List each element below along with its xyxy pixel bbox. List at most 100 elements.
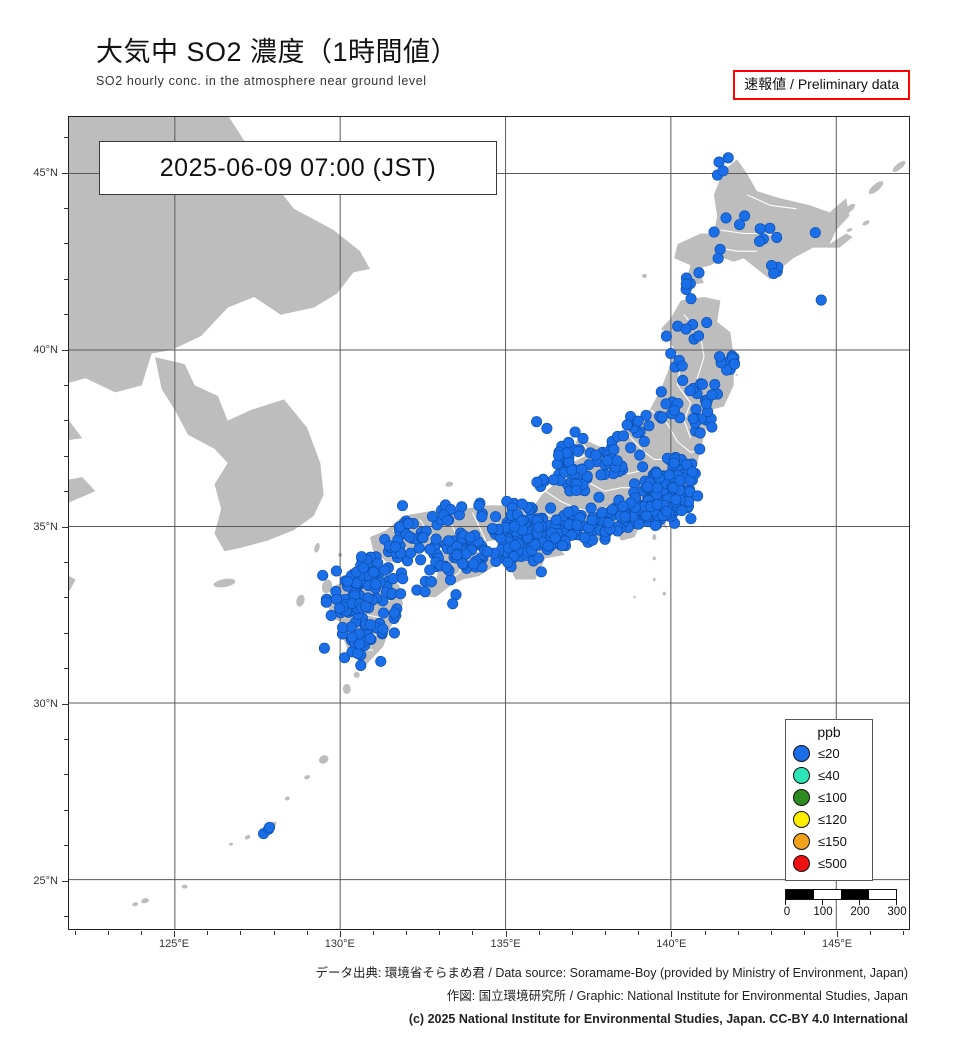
station-marker[interactable] bbox=[535, 566, 547, 578]
station-marker[interactable] bbox=[651, 499, 663, 511]
station-marker[interactable] bbox=[464, 531, 476, 543]
station-marker[interactable] bbox=[617, 500, 629, 512]
station-marker[interactable] bbox=[643, 420, 655, 432]
station-marker[interactable] bbox=[417, 532, 429, 544]
station-marker[interactable] bbox=[545, 502, 557, 514]
station-marker[interactable] bbox=[350, 577, 363, 589]
station-marker[interactable] bbox=[694, 427, 706, 439]
legend-item[interactable]: ≤500 bbox=[786, 853, 872, 875]
station-marker[interactable] bbox=[696, 378, 708, 390]
station-marker[interactable] bbox=[378, 607, 390, 619]
station-marker[interactable] bbox=[379, 564, 391, 576]
station-marker[interactable] bbox=[680, 278, 692, 290]
station-marker[interactable] bbox=[809, 227, 821, 239]
station-marker[interactable] bbox=[457, 558, 469, 570]
station-marker[interactable] bbox=[585, 502, 597, 514]
station-marker[interactable] bbox=[502, 556, 514, 568]
station-marker[interactable] bbox=[649, 519, 661, 532]
station-marker[interactable] bbox=[576, 463, 588, 475]
station-marker[interactable] bbox=[263, 821, 276, 833]
station-marker[interactable] bbox=[473, 499, 485, 511]
station-marker[interactable] bbox=[531, 416, 543, 428]
station-marker[interactable] bbox=[355, 659, 367, 671]
station-marker[interactable] bbox=[722, 152, 734, 164]
station-marker[interactable] bbox=[676, 505, 688, 517]
station-marker[interactable] bbox=[660, 330, 672, 342]
station-marker[interactable] bbox=[532, 552, 544, 564]
station-marker[interactable] bbox=[733, 219, 746, 231]
station-marker[interactable] bbox=[637, 461, 649, 473]
station-marker[interactable] bbox=[562, 506, 574, 518]
station-marker[interactable] bbox=[656, 411, 668, 423]
station-marker[interactable] bbox=[550, 514, 562, 526]
station-marker[interactable] bbox=[490, 511, 502, 523]
station-marker[interactable] bbox=[578, 532, 591, 544]
station-marker[interactable] bbox=[693, 267, 705, 279]
station-marker[interactable] bbox=[440, 561, 453, 573]
station-marker[interactable] bbox=[367, 566, 379, 578]
station-marker[interactable] bbox=[586, 514, 598, 526]
station-marker[interactable] bbox=[357, 562, 369, 574]
station-marker[interactable] bbox=[570, 484, 582, 497]
station-marker[interactable] bbox=[377, 623, 389, 635]
station-marker[interactable] bbox=[370, 578, 382, 590]
station-marker[interactable] bbox=[339, 652, 351, 664]
legend-item[interactable]: ≤100 bbox=[786, 787, 872, 809]
station-marker[interactable] bbox=[706, 421, 718, 433]
station-marker[interactable] bbox=[531, 476, 543, 488]
station-marker[interactable] bbox=[694, 443, 706, 455]
station-marker[interactable] bbox=[700, 398, 712, 410]
station-marker[interactable] bbox=[346, 631, 358, 643]
station-marker[interactable] bbox=[712, 252, 724, 264]
station-marker[interactable] bbox=[516, 498, 528, 510]
station-marker[interactable] bbox=[686, 466, 698, 478]
station-marker[interactable] bbox=[764, 222, 776, 234]
station-marker[interactable] bbox=[360, 600, 372, 613]
station-marker[interactable] bbox=[641, 481, 654, 493]
station-marker[interactable] bbox=[424, 543, 436, 555]
station-marker[interactable] bbox=[660, 398, 672, 410]
station-marker[interactable] bbox=[486, 522, 498, 535]
station-marker[interactable] bbox=[447, 598, 459, 610]
station-marker[interactable] bbox=[693, 330, 705, 342]
station-marker[interactable] bbox=[720, 212, 732, 224]
station-marker[interactable] bbox=[680, 323, 692, 335]
station-marker[interactable] bbox=[403, 531, 416, 543]
station-marker[interactable] bbox=[667, 482, 679, 494]
station-marker[interactable] bbox=[663, 469, 675, 481]
station-marker[interactable] bbox=[542, 540, 554, 552]
station-marker[interactable] bbox=[768, 267, 780, 279]
station-marker[interactable] bbox=[611, 455, 623, 467]
station-marker[interactable] bbox=[651, 482, 663, 494]
station-marker[interactable] bbox=[456, 501, 468, 513]
station-marker[interactable] bbox=[425, 576, 437, 588]
station-marker[interactable] bbox=[701, 317, 713, 329]
station-marker[interactable] bbox=[621, 419, 633, 431]
station-marker[interactable] bbox=[389, 541, 401, 553]
station-marker[interactable] bbox=[426, 510, 438, 523]
station-marker[interactable] bbox=[388, 627, 400, 639]
station-marker[interactable] bbox=[529, 539, 541, 551]
station-marker[interactable] bbox=[754, 223, 766, 235]
station-marker[interactable] bbox=[388, 607, 401, 619]
station-marker[interactable] bbox=[708, 226, 720, 238]
station-marker[interactable] bbox=[569, 426, 581, 438]
station-marker[interactable] bbox=[668, 457, 680, 469]
station-marker[interactable] bbox=[413, 542, 425, 554]
station-marker[interactable] bbox=[356, 551, 368, 563]
station-marker[interactable] bbox=[430, 533, 442, 545]
station-marker[interactable] bbox=[548, 474, 560, 486]
station-marker[interactable] bbox=[655, 386, 667, 398]
station-marker[interactable] bbox=[354, 638, 366, 650]
legend-item[interactable]: ≤40 bbox=[786, 765, 872, 787]
station-marker[interactable] bbox=[375, 655, 387, 667]
station-marker[interactable] bbox=[709, 379, 721, 391]
station-marker[interactable] bbox=[633, 518, 645, 530]
station-marker[interactable] bbox=[739, 210, 751, 222]
station-marker[interactable] bbox=[714, 351, 726, 363]
station-marker[interactable] bbox=[419, 586, 431, 598]
station-marker[interactable] bbox=[651, 467, 663, 479]
station-marker[interactable] bbox=[728, 358, 741, 370]
station-marker[interactable] bbox=[476, 511, 488, 523]
station-marker[interactable] bbox=[577, 432, 589, 444]
